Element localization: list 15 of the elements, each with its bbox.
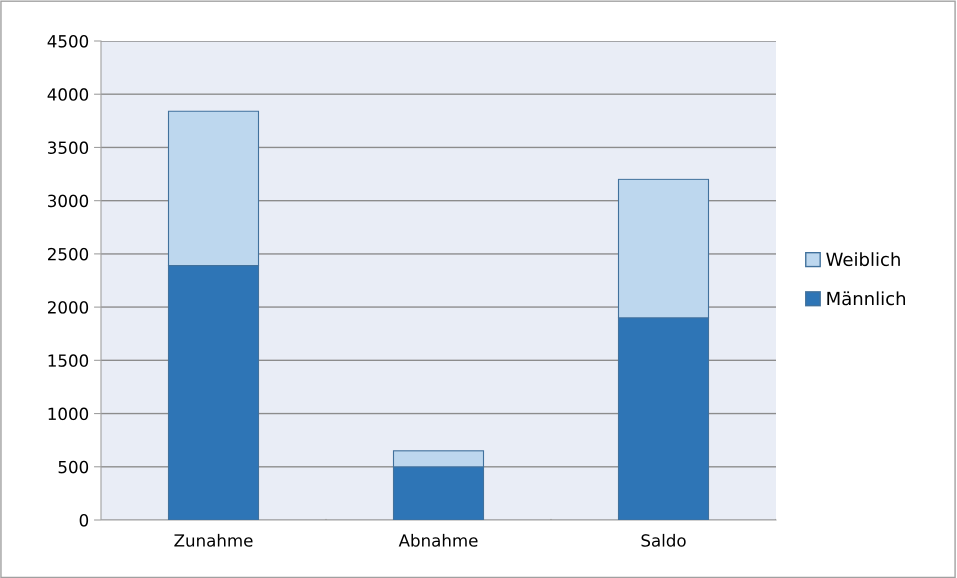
y-tick-label: 2000: [48, 301, 88, 314]
y-tick-label: 1500: [48, 354, 88, 367]
y-tick-label: 1000: [48, 408, 88, 420]
y-tick-label: 4000: [48, 88, 88, 101]
x-tick-label: Zunahme: [174, 534, 253, 547]
legend-label: Weiblich: [826, 252, 900, 266]
y-tick-label: 2500: [48, 248, 88, 260]
y-tick-label: 3500: [48, 141, 88, 154]
y-tick-label: 0: [80, 514, 88, 527]
x-tick-label: Abnahme: [398, 534, 478, 547]
legend-label: Männlich: [827, 291, 906, 306]
y-tick-label: 3000: [48, 194, 88, 208]
y-tick-label: 4500: [48, 34, 88, 48]
y-tick-label: 500: [58, 460, 88, 474]
x-tick-label: Saldo: [641, 534, 686, 547]
